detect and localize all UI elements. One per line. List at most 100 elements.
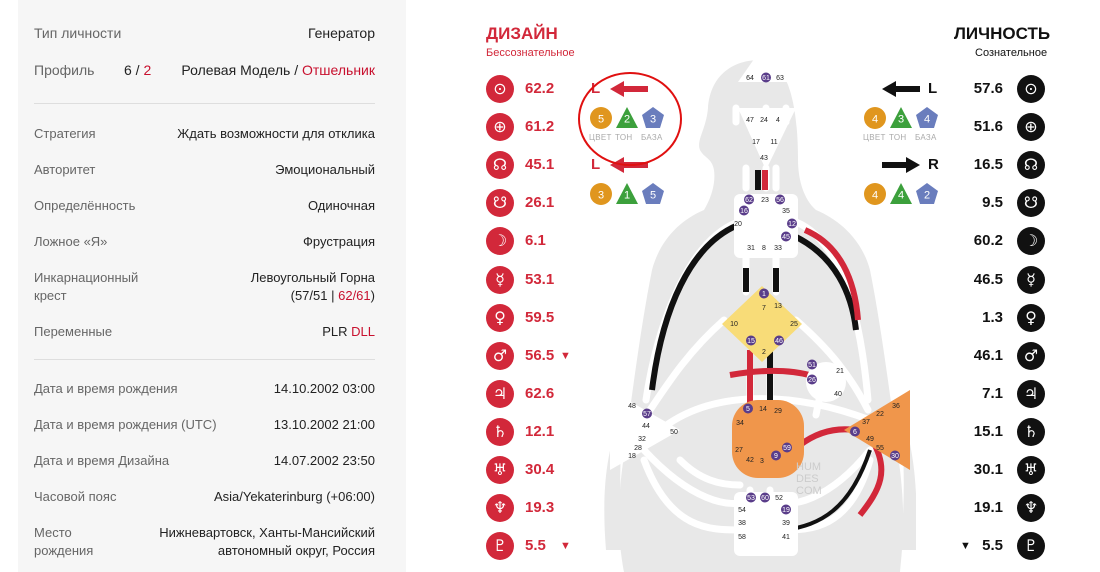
channel-path (792, 316, 872, 414)
profile-number-b: 2 (143, 62, 152, 78)
type-label: Тип личности (34, 25, 122, 41)
gate-number: 32 (638, 436, 646, 443)
place-label-line-1: Место (34, 525, 72, 540)
gate-number: 5 (746, 406, 750, 413)
personality-planet-row: 30.1 ♅ (950, 456, 1045, 488)
gate-number: 42 (746, 457, 754, 464)
variable-badge: 5 (590, 107, 612, 129)
design-planet-row: ♆ 19.3 (486, 494, 576, 526)
design-planet-row: ☽ 6.1 (486, 227, 576, 259)
badge-number: 3 (898, 114, 904, 126)
definition-value: Одиночная (307, 198, 375, 213)
gate-number: 50 (670, 429, 678, 436)
row-cross: Инкарнационный крест Левоугольный Горна (5… (34, 269, 375, 305)
design-planet-row: ♀ 59.5 (486, 303, 576, 336)
badge-number: 4 (898, 190, 904, 202)
place-value-line-1: Нижневартовск, Ханты-Мансийский (159, 525, 375, 540)
gate-number: 48 (628, 403, 636, 410)
planet-value: 7.1 (982, 384, 1003, 402)
gate-number: 19 (782, 507, 790, 514)
arrow-left-icon (882, 81, 920, 97)
arrow-letter: R (928, 156, 939, 173)
gate-number: 1 (762, 291, 766, 298)
gate-number: 61 (762, 75, 770, 82)
south-node-icon: ☋ (486, 189, 514, 218)
active-gate-marker (743, 403, 753, 414)
variable-badge: 3 (590, 183, 612, 205)
badge-number: 2 (924, 190, 930, 202)
variable-badge: 4 (916, 107, 938, 128)
gate-number: 55 (876, 445, 884, 452)
gate-number: 23 (761, 197, 769, 204)
gate-number: 43 (760, 155, 768, 162)
active-gate-marker (807, 374, 817, 385)
variables-personality: PLR (322, 324, 348, 339)
planet-glyph: ♃ (492, 383, 508, 403)
design-planet-row: ♇ 5.5 ▼ (486, 532, 576, 564)
row-place: Место рождения Нижневартовск, Ханты-Манси… (34, 524, 375, 560)
profile-name-a: Ролевая Модель (181, 62, 291, 78)
jupiter-icon: ♃ (486, 379, 514, 408)
active-gate-marker (760, 492, 770, 503)
authority-value: Эмоциональный (275, 162, 375, 177)
badge-label: БАЗА (641, 133, 663, 142)
badge-label: ТОН (615, 133, 633, 142)
planet-glyph: ♄ (1023, 421, 1039, 441)
gate-number: 12 (788, 221, 796, 228)
neptune-icon: ♆ (1017, 494, 1045, 523)
birth-label: Дата и время рождения (34, 381, 178, 396)
cross-gates-personality: 57/51 (294, 288, 328, 303)
ajna-center (738, 108, 796, 170)
active-gate-marker (642, 408, 652, 419)
gate-number: 41 (782, 534, 790, 541)
design-planet-row: ☊ 45.1 (486, 151, 576, 183)
channel-path (646, 316, 728, 414)
watermark-line: HUM (796, 461, 821, 473)
active-gate-marker (807, 359, 817, 370)
planet-glyph: ♃ (1023, 383, 1039, 403)
planet-glyph: ☿ (1026, 269, 1036, 289)
gate-number: 15 (747, 338, 755, 345)
gate-number: 54 (738, 507, 746, 514)
mercury-icon: ☿ (486, 265, 514, 294)
gate-number: 46 (775, 338, 783, 345)
variables-design: DLL (351, 324, 375, 339)
badge-label: БАЗА (915, 133, 937, 142)
uranus-icon: ♅ (486, 456, 514, 484)
planet-glyph: ♀ (1025, 307, 1037, 327)
personality-planet-row: 46.1 ♂ (950, 341, 1045, 374)
arrow-right-icon (882, 157, 920, 173)
planet-glyph: ⊙ (1024, 79, 1038, 98)
active-gate-marker (744, 194, 754, 205)
gate-number: 26 (808, 377, 816, 384)
gate-number: 57 (643, 411, 651, 418)
gate-number: 16 (740, 208, 748, 215)
planet-value: 15.1 (973, 422, 1003, 440)
gate-number: 37 (862, 419, 870, 426)
active-gate-marker (781, 504, 791, 515)
planet-value: 53.1 (525, 270, 555, 288)
down-marker: ▼ (560, 349, 571, 362)
badge-number: 4 (872, 114, 878, 126)
place-label-line-2: рождения (34, 543, 94, 558)
personality-planet-row: 60.2 ☽ (950, 227, 1045, 259)
design-planet-row: ♂ 56.5 ▼ (486, 341, 576, 374)
variable-badge: 4 (890, 183, 912, 204)
saturn-icon: ♄ (1017, 417, 1045, 446)
design-time-label: Дата и время Дизайна (34, 453, 170, 468)
channel-personality (790, 232, 859, 331)
gate-number: 36 (892, 403, 900, 410)
planet-value: 46.1 (973, 346, 1003, 364)
planet-value: 51.6 (973, 118, 1003, 136)
variables-value: PLR DLL (322, 323, 375, 341)
variable-badge: 5 (642, 183, 664, 204)
active-gate-marker (782, 442, 792, 453)
arrow-letter: L (591, 156, 601, 173)
throat-center (734, 194, 798, 258)
active-gate-marker (771, 450, 781, 461)
divider (34, 103, 375, 104)
profile-name: Ролевая Модель / Отшельник (181, 61, 375, 79)
badge-number: 2 (624, 114, 630, 126)
gate-number: 52 (775, 495, 783, 502)
